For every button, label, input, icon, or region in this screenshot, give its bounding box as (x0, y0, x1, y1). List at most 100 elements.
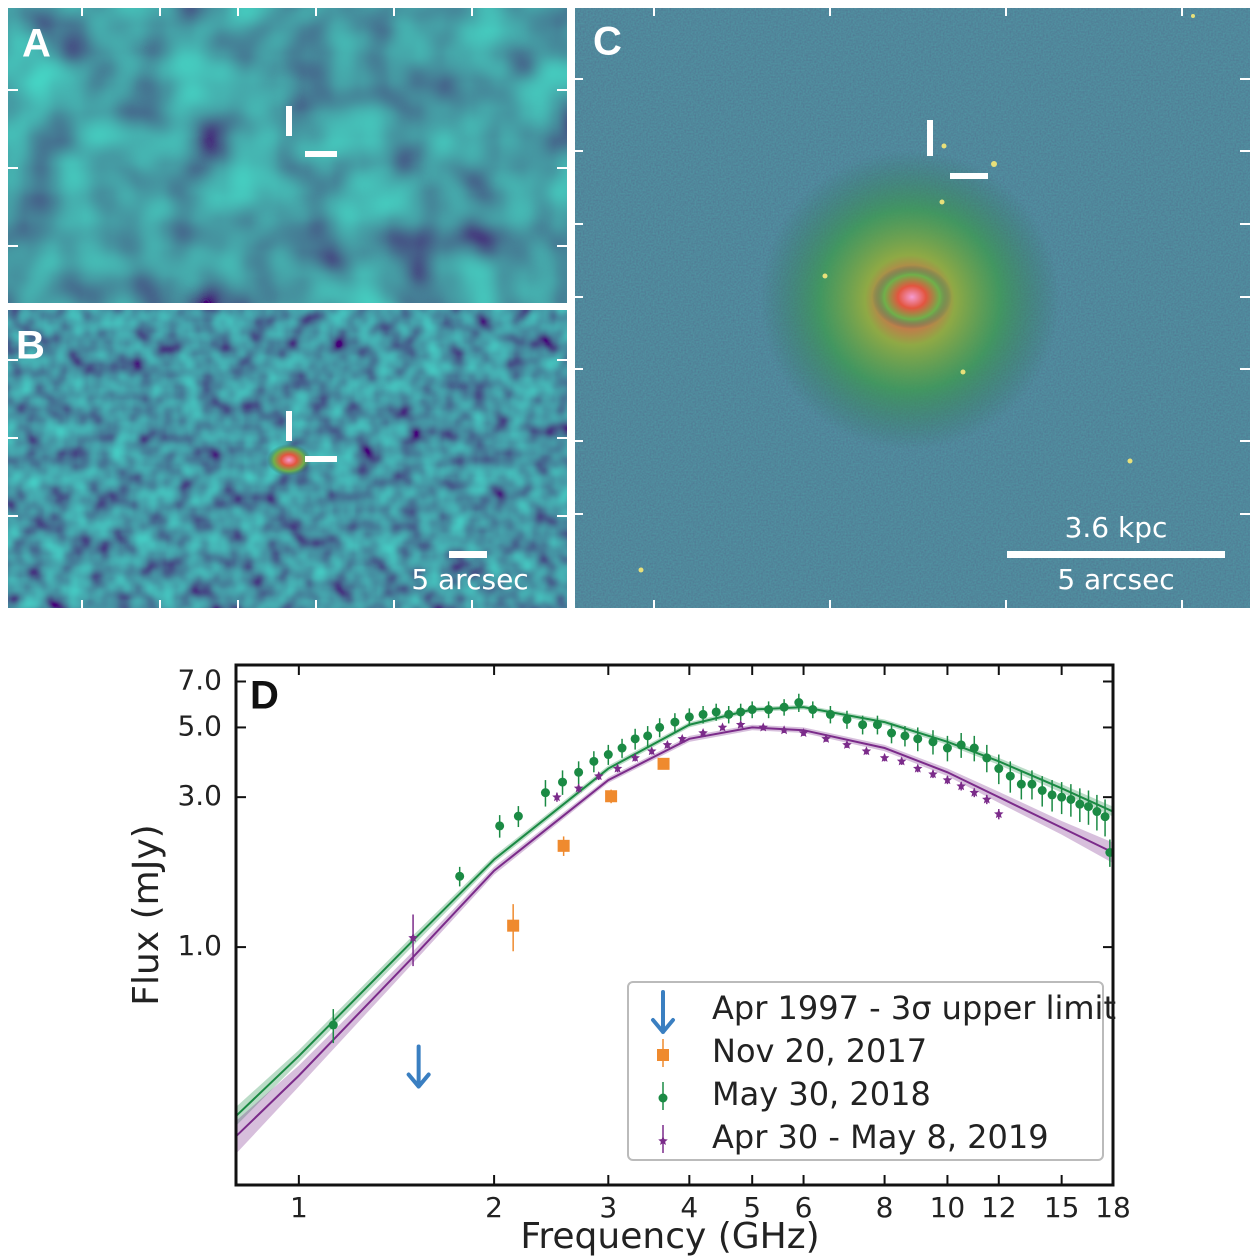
point (794, 698, 804, 708)
point (698, 728, 708, 738)
point (913, 763, 923, 773)
point (328, 1020, 338, 1030)
point (646, 746, 657, 756)
point (861, 746, 872, 756)
x-tick-label: 18 (1095, 1191, 1131, 1224)
point (1066, 794, 1076, 804)
point (1092, 807, 1102, 817)
point (643, 731, 653, 741)
x-axis-title: Frequency (GHz) (520, 1216, 819, 1257)
point (589, 756, 599, 766)
point (779, 702, 789, 712)
point (552, 792, 562, 802)
legend-symbol (651, 990, 675, 1034)
point (821, 733, 831, 743)
point (879, 752, 890, 762)
point (928, 769, 938, 779)
point (982, 753, 992, 763)
point (779, 725, 789, 735)
position-marker (286, 411, 337, 462)
point (900, 731, 910, 741)
point (896, 756, 907, 766)
legend-label: May 30, 2018 (712, 1075, 931, 1113)
point (558, 777, 568, 787)
point (798, 728, 809, 738)
x-tick-label: 4 (680, 1191, 698, 1224)
x-tick-label: 15 (1044, 1191, 1080, 1224)
point (1075, 799, 1085, 809)
point (1057, 792, 1067, 802)
point (662, 739, 673, 749)
point (1027, 779, 1037, 789)
x-tick-label: 8 (876, 1191, 894, 1224)
point (956, 781, 966, 791)
scale-bar-label: 5 arcsec (1057, 563, 1174, 596)
image-a (8, 8, 567, 303)
x-tick-label: 5 (743, 1191, 761, 1224)
point (758, 722, 768, 732)
panel-label: D (250, 674, 279, 718)
legend-label: Apr 30 - May 8, 2019 (712, 1118, 1049, 1156)
position-marker (286, 106, 337, 157)
stars (638, 14, 1195, 573)
legend-label: Apr 1997 - 3σ upper limit (712, 989, 1116, 1027)
y-axis-title: Flux (mJy) (126, 824, 167, 1005)
point (574, 767, 584, 777)
point (808, 705, 818, 715)
point (677, 733, 687, 743)
point (764, 705, 774, 715)
point (842, 739, 852, 749)
point (747, 705, 757, 715)
x-tick-label: 3 (599, 1191, 617, 1224)
point (1100, 812, 1110, 822)
point (603, 750, 613, 760)
legend-label: Nov 20, 2017 (712, 1032, 927, 1070)
point (605, 790, 618, 803)
point (612, 763, 623, 773)
frame-ticks (8, 8, 567, 247)
point (928, 737, 938, 747)
legend (627, 981, 1104, 1161)
point (942, 775, 953, 785)
point (1083, 802, 1093, 812)
point (1037, 785, 1047, 795)
source (267, 444, 311, 476)
point (1016, 779, 1026, 789)
point (594, 771, 604, 781)
frame-ticks (8, 359, 567, 608)
point (1005, 771, 1015, 781)
x-tick-label: 6 (795, 1191, 813, 1224)
point (717, 722, 728, 732)
point (735, 719, 746, 729)
point (513, 811, 523, 821)
scale-bar-label: 5 arcsec (411, 563, 528, 596)
point (698, 709, 708, 719)
point (507, 919, 520, 932)
plot-frame (234, 663, 1115, 1187)
x-tick-label: 2 (485, 1191, 503, 1224)
point (825, 709, 835, 719)
point (994, 764, 1004, 774)
legend-symbol (658, 1093, 668, 1103)
point (956, 740, 966, 750)
point (630, 734, 640, 744)
point (495, 821, 505, 831)
point (711, 707, 721, 717)
point (540, 788, 550, 798)
point (842, 714, 852, 724)
point (1047, 790, 1057, 800)
x-tick-label: 1 (290, 1191, 308, 1224)
point (913, 734, 923, 744)
point (670, 717, 680, 727)
y-tick-label: 3.0 (177, 779, 222, 812)
x-tick-label: 12 (981, 1191, 1017, 1224)
point (630, 752, 640, 762)
point (408, 932, 418, 942)
legend-symbol (657, 1049, 669, 1061)
point (994, 809, 1004, 819)
y-tick-label: 7.0 (177, 664, 222, 697)
galaxy-core (872, 265, 952, 329)
point (573, 783, 584, 793)
point (655, 722, 665, 732)
